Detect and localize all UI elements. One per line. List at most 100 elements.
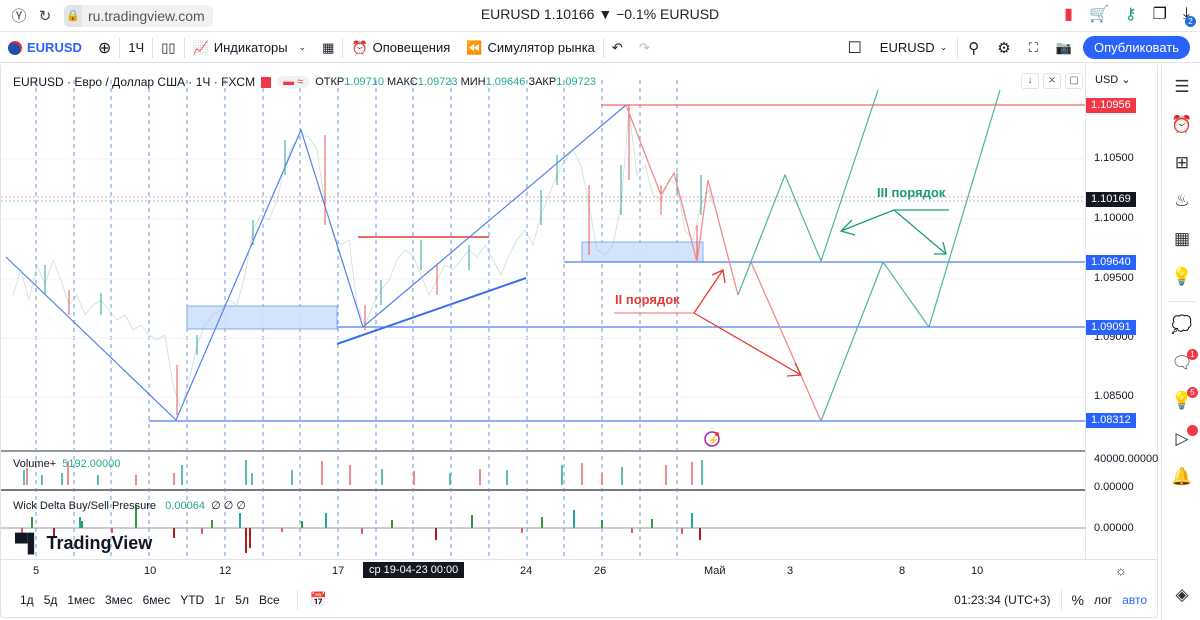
address-bar[interactable]: 🔒 ru.tradingview.com (64, 4, 213, 27)
time-tick: 24 (520, 565, 533, 577)
support-price-label: 1.09091 (1086, 320, 1136, 335)
alerts-button[interactable]: ⏰ Оповещения (343, 33, 458, 63)
log-toggle[interactable]: лог (1093, 592, 1113, 607)
clock[interactable]: 01:23:34 (UTC+3) (954, 592, 1051, 607)
templates-button[interactable]: ▦ (314, 33, 342, 63)
calendar-icon[interactable]: ▦ (1173, 229, 1191, 248)
svg-text:⚡: ⚡ (708, 434, 719, 446)
snapshot-button[interactable]: 📷 (1048, 33, 1080, 63)
price-tick: 1.10000 (1094, 212, 1134, 224)
visibility-toggle[interactable]: ▬ ≈ (277, 76, 310, 88)
messages-badge: 1 (1187, 349, 1198, 360)
time-tick: 10 (144, 565, 157, 577)
time-axis[interactable]: 5 10 12 17 24 26 Май 3 8 10 ср 19-04-23 … (0, 560, 1158, 582)
ideas-bulb-icon[interactable]: 💡 (1171, 267, 1193, 286)
search-button[interactable]: ⚲ (960, 33, 987, 63)
messages-icon[interactable]: 🗨 1 (1170, 349, 1198, 377)
maximize-button[interactable]: ▢ (1065, 73, 1083, 89)
goto-date-icon[interactable]: 📅 (309, 591, 328, 607)
chart-legend: EURUSD · Евро / Доллар США · 1Ч · FXCM ▬… (13, 75, 596, 89)
red-flag-icon[interactable] (261, 76, 272, 88)
indicators-label: Индикаторы (213, 40, 288, 55)
bookmark-icon[interactable]: ▮ (1064, 6, 1073, 23)
streams-badge: 5 (1187, 387, 1198, 398)
price-axis[interactable]: 1.10500 1.10000 1.09500 1.09000 1.08500 … (1085, 65, 1159, 560)
range-5d[interactable]: 5д (43, 592, 58, 607)
hotlist-flame-icon[interactable]: ♨ (1174, 191, 1190, 210)
yandex-icon[interactable]: Ⓨ (11, 8, 27, 25)
layout-name-button[interactable]: EURUSD ⌄ (872, 33, 955, 63)
currency-selector[interactable]: USD ⌄ (1095, 74, 1131, 86)
camera-icon: 📷 (1055, 39, 1072, 55)
range-ytd[interactable]: YTD (180, 592, 205, 607)
candles-icon: ▯▯ (161, 39, 176, 55)
interval-button[interactable]: 1Ч (128, 40, 145, 55)
support-price-label: 1.08312 (1086, 413, 1136, 428)
grid-icon: ▦ (322, 39, 335, 55)
auto-toggle[interactable]: авто (1122, 592, 1147, 607)
replay-button[interactable]: ⏪ Симулятор рынка (458, 33, 603, 63)
chevron-down-icon: ⌄ (298, 42, 307, 52)
publish-button[interactable]: Опубликовать (1082, 36, 1190, 59)
bottom-toolbar: 1д 5д 1мес 3мес 6мес YTD 1г 5л Все 📅 01:… (0, 582, 1158, 618)
watchlist-icon[interactable]: ☰ (1174, 77, 1190, 96)
chart-area[interactable]: EURUSD · Евро / Доллар США · 1Ч · FXCM ▬… (0, 65, 1158, 560)
live-dot (1187, 425, 1198, 436)
range-1d[interactable]: 1д (20, 592, 34, 607)
cart-icon[interactable]: 🛒 (1088, 6, 1109, 23)
chart-type-button[interactable]: ▯▯ (153, 33, 183, 63)
percent-toggle[interactable]: % (1071, 591, 1084, 608)
scroll-down-button[interactable]: ↓ (1021, 73, 1039, 89)
chats-cloud-icon[interactable]: 💭 (1171, 315, 1193, 334)
range-5y[interactable]: 5л (235, 592, 249, 607)
indicators-button[interactable]: 📈 Индикаторы ⌄ (185, 33, 315, 63)
key-icon[interactable]: ⚷ (1124, 6, 1137, 23)
volume-indicator-label[interactable]: Volume+ 5192.00000 (13, 458, 121, 470)
broadcast-play-icon[interactable]: ▷ (1170, 425, 1198, 453)
redo-button[interactable]: ↷ (631, 33, 658, 63)
settings-button[interactable]: ⚙ (989, 33, 1018, 63)
wick-axis-zero: 0.00000 (1094, 522, 1134, 534)
range-all[interactable]: Все (258, 592, 280, 607)
browser-bar: Ⓨ ↻ 🔒 ru.tradingview.com EURUSD 1.10166 … (0, 0, 1200, 32)
eu-us-flag-icon (8, 40, 22, 55)
fullscreen-icon: ⛶ (1028, 39, 1038, 55)
chart-toolbar: EURUSD ⊕ 1Ч ▯▯ 📈 Индикаторы ⌄ ▦ ⏰ Оповещ… (0, 33, 1200, 63)
range-6m[interactable]: 6мес (142, 592, 171, 607)
axis-settings-icon[interactable]: ☼ (1115, 563, 1127, 578)
add-symbol-button[interactable]: ⊕ (90, 33, 119, 63)
price-chart[interactable]: ⚡ (1, 65, 1085, 560)
time-tick: 3 (787, 565, 794, 577)
download-icon[interactable]: ⤓ 2 (1183, 5, 1196, 27)
extensions-icon[interactable]: ❐ (1152, 6, 1167, 23)
symbol-search-button[interactable]: EURUSD (0, 33, 90, 63)
page-title: EURUSD 1.10166 ▼ −0.1% EURUSD (480, 6, 720, 22)
undo-button[interactable]: ↶ (604, 33, 631, 63)
alarm-clock-icon[interactable]: ⏰ (1171, 115, 1193, 134)
current-price-label: 1.10169 (1086, 192, 1136, 207)
reload-icon[interactable]: ↻ (38, 7, 52, 25)
time-tick: 26 (594, 565, 607, 577)
ohlc-values: ОТКР1.09710 МАКС1.09723 МИН1.09646 ЗАКР1… (315, 76, 596, 88)
layers-icon[interactable]: ◈ (1175, 585, 1189, 604)
notifications-bell-icon[interactable]: 🔔 (1171, 467, 1193, 486)
streams-bulb-icon[interactable]: 💡 5 (1170, 387, 1198, 415)
range-3m[interactable]: 3мес (104, 592, 133, 607)
time-tick: 8 (899, 565, 906, 577)
resistance-price-label: 1.10956 (1086, 98, 1136, 113)
order-3-label: III порядок (877, 185, 946, 200)
layout-button[interactable]: ☐ (839, 33, 869, 63)
time-tick: 12 (219, 565, 232, 577)
range-1m[interactable]: 1мес (67, 592, 95, 607)
collapse-button[interactable]: ⨯ (1043, 73, 1061, 89)
tradingview-logo[interactable]: ▀▌ TradingView (15, 533, 153, 553)
volume-bars (23, 460, 703, 485)
plus-circle-icon: ⊕ (97, 39, 112, 57)
fullscreen-button[interactable]: ⛶ (1021, 33, 1046, 63)
price-tick: 1.09500 (1094, 272, 1134, 284)
replay-label: Симулятор рынка (487, 40, 595, 55)
object-tree-icon[interactable]: ⊞ (1174, 153, 1190, 172)
symbol-label: EURUSD (27, 40, 82, 55)
wick-delta-indicator-label[interactable]: Wick Delta Buy/Sell Pressure 0.00064 ∅ ∅… (13, 500, 246, 512)
range-1y[interactable]: 1г (214, 592, 226, 607)
